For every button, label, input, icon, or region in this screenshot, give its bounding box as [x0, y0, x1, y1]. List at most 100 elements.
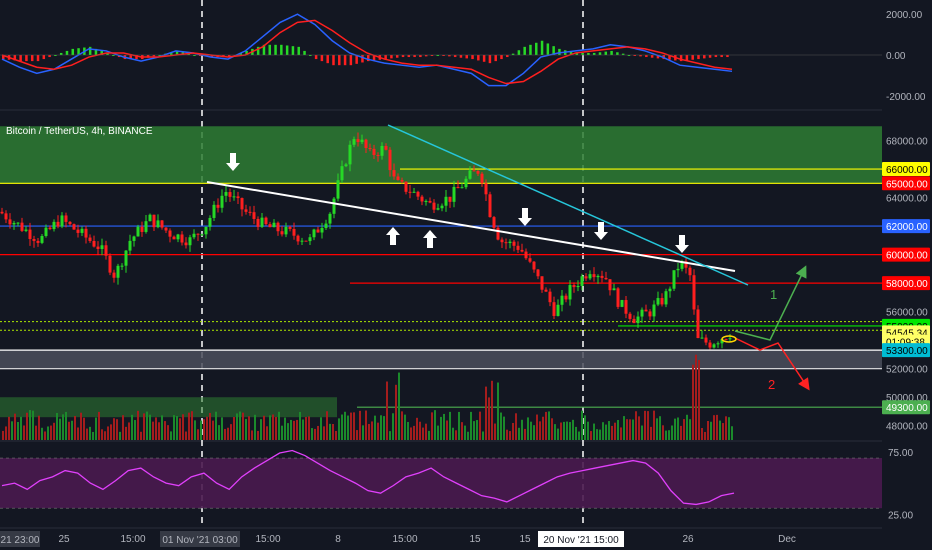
macd-histogram-bar: [668, 55, 671, 60]
candle-body: [700, 337, 704, 339]
candle-body: [288, 226, 292, 229]
time-tick-label: 15:00: [120, 534, 145, 545]
candle-body: [316, 229, 320, 233]
macd-histogram-bar: [274, 44, 277, 55]
candle-body: [28, 229, 32, 239]
candle-body: [252, 212, 256, 219]
volume-bar: [38, 415, 40, 440]
volume-bar: [326, 411, 328, 440]
candle-body: [376, 154, 380, 156]
volume-bar: [8, 416, 10, 440]
volume-bar: [383, 416, 385, 440]
volume-bar: [65, 411, 67, 440]
candle-body: [160, 220, 164, 228]
macd-histogram-bar: [639, 55, 642, 57]
volume-bar: [44, 431, 46, 440]
time-tick-label: 15:00: [255, 534, 280, 545]
trendline-cyan[interactable]: [387, 124, 749, 286]
volume-bar: [56, 412, 58, 440]
volume-bar: [236, 413, 238, 440]
volume-bar: [683, 419, 685, 440]
time-badge: [538, 531, 624, 547]
volume-bar: [593, 423, 595, 440]
candle-body: [724, 339, 728, 341]
macd-histogram-bar: [494, 55, 497, 62]
candle-body: [696, 309, 700, 338]
volume-bar: [488, 397, 490, 440]
candle-body: [648, 311, 652, 317]
candle-body: [616, 288, 620, 307]
volume-bar: [536, 414, 538, 440]
volume-bar: [95, 417, 97, 440]
macd-histogram-bar: [587, 52, 590, 55]
macd-histogram-bar: [187, 53, 190, 55]
macd-histogram-bar: [610, 50, 613, 55]
volume-bar: [308, 416, 310, 440]
candle-body: [552, 302, 556, 316]
candle-body: [612, 288, 616, 291]
volume-bar: [542, 416, 544, 440]
candle-body: [328, 213, 332, 224]
macd-histogram-bar: [210, 55, 214, 58]
candle-body: [660, 298, 664, 305]
macd-histogram-bar: [598, 52, 602, 55]
volume-bar: [704, 431, 706, 440]
candle-body: [152, 214, 156, 228]
candle-body: [720, 339, 724, 344]
candle-body: [704, 337, 708, 343]
macd-histogram-bar: [453, 55, 457, 58]
macd-histogram-bar: [13, 55, 17, 61]
volume-bar: [320, 417, 322, 440]
volume-bar: [242, 412, 244, 440]
candle-body: [384, 145, 388, 150]
candle-body: [136, 226, 140, 237]
macd-histogram-bar: [546, 43, 550, 55]
macd-histogram-bar: [540, 40, 544, 55]
candle-body: [184, 242, 188, 246]
macd-histogram-bar: [343, 55, 347, 66]
candle-body: [112, 272, 116, 278]
volume-bar: [500, 412, 502, 440]
volume-bar: [14, 413, 16, 440]
volume-bar: [560, 422, 562, 440]
volume-bar: [248, 416, 250, 440]
volume-bar: [596, 429, 598, 440]
macd-histogram-bar: [419, 55, 422, 58]
down-arrow-icon: [518, 208, 532, 226]
volume-bar: [731, 426, 733, 440]
volume-bar: [671, 425, 673, 440]
macd-histogram-bar: [314, 55, 318, 60]
candle-body: [564, 295, 568, 300]
volume-bar: [416, 417, 418, 440]
candle-body: [180, 234, 184, 243]
macd-histogram-bar: [59, 52, 63, 55]
trendline-white[interactable]: [206, 181, 736, 272]
macd-histogram-bar: [280, 44, 283, 55]
volume-bar: [485, 386, 487, 440]
scenario-1-arrow: [734, 265, 807, 341]
time-badge: [0, 531, 40, 547]
candle-body: [300, 240, 304, 242]
candle-body: [232, 196, 236, 198]
macd-histogram-bar: [703, 55, 706, 59]
volume-bar: [707, 420, 709, 440]
macd-histogram-bar: [158, 55, 161, 56]
candle-body: [308, 237, 312, 242]
macd-histogram-bar: [685, 55, 689, 61]
volume-bar: [356, 430, 358, 440]
candle-body: [500, 239, 504, 243]
candle-body: [12, 222, 16, 225]
macd-tick-label: 0.00: [886, 51, 906, 62]
time-badge-label: 20 Nov '21 15:00: [543, 535, 619, 546]
annotation-arrows: [226, 153, 689, 253]
candle-body: [600, 275, 604, 278]
volume-bar: [344, 411, 346, 440]
volume-bar: [578, 431, 580, 440]
volume-bar: [179, 418, 181, 440]
volume-bar: [428, 430, 430, 440]
macd-histogram-bar: [529, 44, 532, 55]
macd-histogram-bar: [407, 55, 411, 58]
volume-bar: [461, 422, 463, 440]
volume-bar: [413, 425, 415, 440]
